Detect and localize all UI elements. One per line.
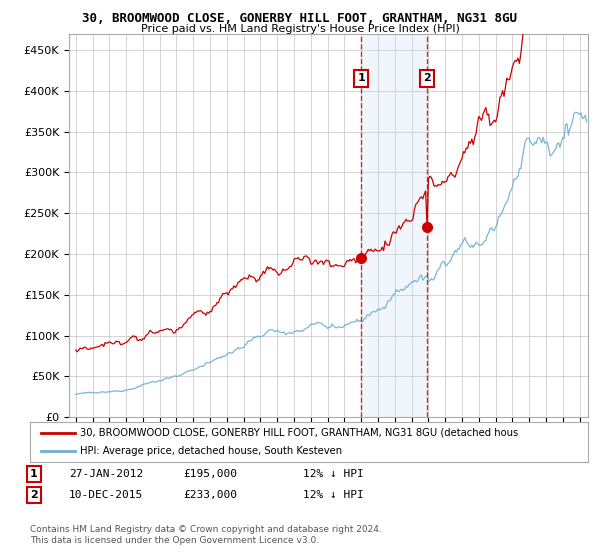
Text: 27-JAN-2012: 27-JAN-2012 bbox=[69, 469, 143, 479]
Text: 1: 1 bbox=[30, 469, 38, 479]
Text: 1: 1 bbox=[358, 73, 365, 83]
Text: £195,000: £195,000 bbox=[183, 469, 237, 479]
Text: 2: 2 bbox=[30, 490, 38, 500]
Text: 30, BROOMWOOD CLOSE, GONERBY HILL FOOT, GRANTHAM, NG31 8GU: 30, BROOMWOOD CLOSE, GONERBY HILL FOOT, … bbox=[83, 12, 517, 25]
Text: 12% ↓ HPI: 12% ↓ HPI bbox=[303, 490, 364, 500]
Text: 2: 2 bbox=[423, 73, 431, 83]
Text: Price paid vs. HM Land Registry's House Price Index (HPI): Price paid vs. HM Land Registry's House … bbox=[140, 24, 460, 34]
Text: £233,000: £233,000 bbox=[183, 490, 237, 500]
Text: 10-DEC-2015: 10-DEC-2015 bbox=[69, 490, 143, 500]
Text: HPI: Average price, detached house, South Kesteven: HPI: Average price, detached house, Sout… bbox=[80, 446, 343, 456]
Text: 30, BROOMWOOD CLOSE, GONERBY HILL FOOT, GRANTHAM, NG31 8GU (detached hous: 30, BROOMWOOD CLOSE, GONERBY HILL FOOT, … bbox=[80, 428, 518, 438]
Text: Contains HM Land Registry data © Crown copyright and database right 2024.
This d: Contains HM Land Registry data © Crown c… bbox=[30, 525, 382, 545]
Bar bbox=[361, 34, 427, 417]
Text: 12% ↓ HPI: 12% ↓ HPI bbox=[303, 469, 364, 479]
